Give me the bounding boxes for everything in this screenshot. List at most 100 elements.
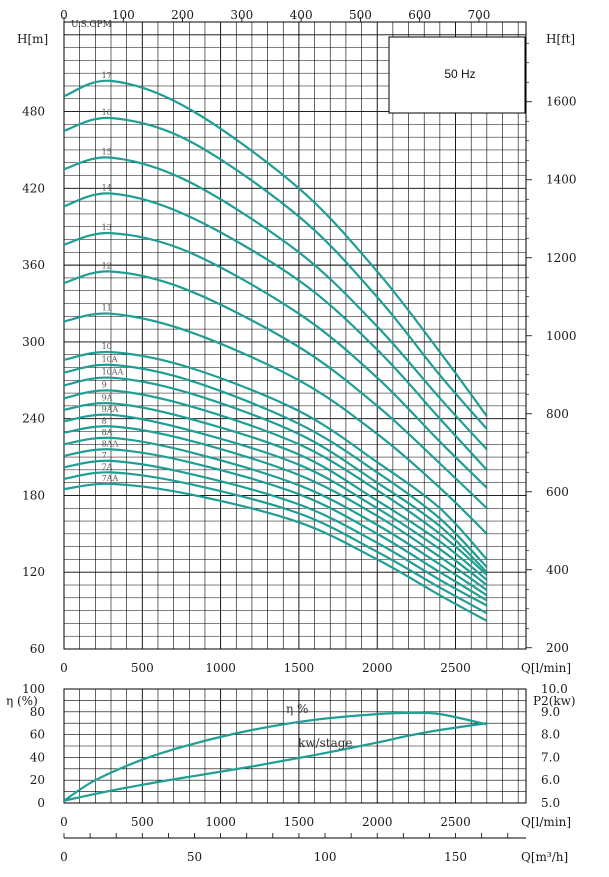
y-tick-label: 120: [22, 565, 45, 579]
x-top-tick-label: 300: [230, 8, 253, 22]
curve-label-14: 14: [102, 183, 112, 192]
x-top-tick-label: 700: [468, 8, 491, 22]
x-tick-label: 2000: [362, 661, 393, 675]
x-tick-label: 1000: [205, 815, 236, 829]
x-top-tick-label: 0: [60, 8, 68, 22]
head-curve-7A: [63, 471, 488, 615]
x-top-tick-label: 600: [408, 8, 431, 22]
x-tick-label: 1000: [205, 661, 236, 675]
x-tick-label: 2500: [440, 815, 471, 829]
head-curve-11: [63, 312, 488, 535]
y-right-tick-label: 1400: [546, 173, 577, 187]
head-axis-ticks: 0 500 1000 1500 2000 250060120180240300360420…: [22, 8, 576, 675]
x-top-tick-label: 500: [349, 8, 372, 22]
curve-label-9: 9: [102, 381, 107, 390]
m3h-tick-label: 100: [314, 850, 337, 864]
frequency-label: 50 Hz: [444, 67, 475, 81]
efficiency-tick-label: 20: [30, 773, 45, 787]
curve-label-9A: 9A: [102, 393, 113, 402]
y-right-tick-label: 800: [546, 407, 569, 421]
curve-label-11: 11: [102, 304, 112, 313]
y-right-tick-label: 1000: [546, 329, 577, 343]
head-curve-12: [63, 270, 488, 509]
efficiency-curve: [63, 711, 488, 802]
y-tick-label: 360: [22, 258, 45, 272]
curve-label-10A: 10A: [102, 355, 118, 364]
power-axis-label: P2(kw): [533, 694, 576, 708]
head-curve-15: [63, 156, 488, 451]
curve-label-12: 12: [102, 262, 112, 271]
x-axis-label: Q[l/min]: [521, 661, 571, 675]
power-per-stage-curve: [63, 722, 487, 802]
y-right-tick-label: 400: [546, 563, 569, 577]
curve-label-9AA: 9AA: [102, 405, 119, 414]
x-tick-label: 2000: [362, 815, 393, 829]
x-tick-label: 0: [60, 661, 68, 675]
y-right-tick-label: 1200: [546, 251, 577, 265]
curve-label-10: 10: [102, 342, 112, 351]
x-top-tick-label: 400: [290, 8, 313, 22]
m3h-tick-label: 50: [187, 850, 202, 864]
power-tick-label: 5.0: [541, 796, 560, 810]
y-tick-label: 180: [22, 488, 45, 502]
head-curve-7: [63, 459, 488, 607]
head-curve-8AA: [63, 448, 488, 602]
efficiency-tick-label: 100: [22, 682, 45, 696]
curve-label-8: 8: [102, 416, 107, 425]
head-curve-10: [63, 350, 488, 561]
head-curve-8: [63, 425, 488, 591]
x-axis-m3h-label: Q[m³/h]: [521, 850, 568, 864]
curve-label-17: 17: [102, 71, 112, 80]
power-tick-label: 8.0: [541, 728, 560, 742]
head-curve-8A: [63, 436, 488, 597]
head-curve-9A: [63, 402, 488, 581]
head-curve-16: [63, 116, 488, 430]
head-curve-13: [63, 231, 488, 489]
y-right-tick-label: 200: [546, 641, 569, 655]
y-tick-label: 480: [22, 105, 45, 119]
head-curve-9: [63, 389, 488, 576]
efficiency-axis-ticks: 0 500 1000 1500 2000 2500 0 20 40 60 80 100 5.0 6.0 7.…: [22, 682, 568, 829]
y-right-tick-label: 600: [546, 485, 569, 499]
efficiency-power-curves: [63, 711, 488, 802]
efficiency-curve-label: η %: [286, 702, 308, 716]
x-tick-label: 1500: [284, 661, 315, 675]
x-tick-label: 1500: [284, 815, 315, 829]
y-tick-label: 240: [22, 412, 45, 426]
head-curve-labels: 17 16 15 14 13 12 11 10 10A 10AA 9 9A 9AA 8 8A 8AA 7 7A 7A…: [102, 71, 124, 483]
curve-label-16: 16: [102, 108, 112, 117]
efficiency-tick-label: 0: [37, 796, 45, 810]
curve-label-8AA: 8AA: [102, 439, 119, 448]
y-axis-left-label: H[m]: [17, 32, 48, 46]
y-tick-label: 420: [22, 181, 45, 195]
y-right-tick-label: 1600: [546, 95, 577, 109]
y-axis-right-label: H[ft]: [546, 32, 575, 46]
head-curve-14: [63, 192, 488, 471]
power-tick-label: 7.0: [541, 750, 560, 764]
head-curve-10A: [63, 363, 488, 568]
efficiency-tick-label: 80: [30, 705, 45, 719]
efficiency-axis-label: η (%): [6, 694, 38, 708]
efficiency-tick-label: 40: [30, 750, 45, 764]
x-tick-label: 500: [131, 661, 154, 675]
power-tick-label: 10.0: [541, 682, 568, 696]
x-axis-label-bottom: Q[l/min]: [521, 815, 571, 829]
x-tick-label: 500: [131, 815, 154, 829]
efficiency-tick-label: 60: [30, 728, 45, 742]
power-tick-label: 6.0: [541, 773, 560, 787]
head-curve-7AA: [63, 482, 488, 622]
x-top-tick-label: 200: [171, 8, 194, 22]
y-tick-label: 300: [22, 335, 45, 349]
x-tick-label: 2500: [440, 661, 471, 675]
y-tick-label: 60: [30, 642, 45, 656]
head-curves: [63, 79, 488, 622]
curve-label-10AA: 10AA: [102, 368, 124, 377]
m3h-axis: 0 50 100 150: [60, 833, 526, 864]
curve-label-13: 13: [102, 223, 112, 232]
x-axis-top-label: U.S.GPM: [71, 20, 112, 30]
head-curve-17: [63, 79, 488, 417]
curve-label-15: 15: [102, 148, 112, 157]
power-tick-label: 9.0: [541, 705, 560, 719]
head-curve-10AA: [63, 376, 488, 573]
